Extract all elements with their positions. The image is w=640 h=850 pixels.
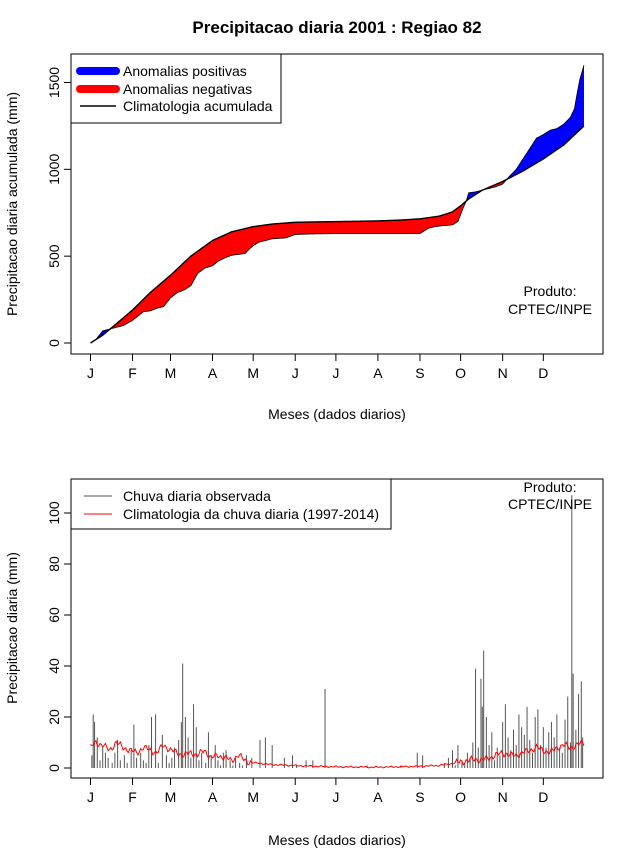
product-label-top: Produto:	[524, 283, 577, 299]
top-x-tick-label: S	[415, 365, 424, 381]
bottom-x-tick-label: D	[538, 789, 548, 805]
legend-top: Anomalias positivas Anomalias negativas …	[70, 53, 282, 124]
top-x-tick-label: J	[87, 365, 94, 381]
chart-title: Precipitacao diaria 2001 : Regiao 82	[192, 18, 481, 37]
bottom-x-tick-label: S	[415, 789, 424, 805]
bottom-x-tick-label: M	[247, 789, 259, 805]
y-axis-top: 0 500 1000 1500	[46, 67, 72, 347]
legend-bottom: Chuva diaria observada Climatologia da c…	[70, 478, 392, 530]
legend-label-positive: Anomalias positivas	[123, 63, 247, 79]
product-label-bottom: Produto:	[524, 479, 577, 495]
top-x-tick-label: A	[373, 365, 383, 381]
bottom-x-tick-label: J	[87, 789, 94, 805]
bottom-y-tick-label: 40	[46, 658, 62, 674]
bottom-x-tick-label: A	[373, 789, 383, 805]
bottom-y-tick-label: 20	[46, 709, 62, 725]
top-x-tick-label: O	[455, 365, 466, 381]
daily-climatology-line	[90, 739, 585, 769]
product-source-bottom: CPTEC/INPE	[508, 496, 592, 512]
y-axis-label-bottom: Precipitacao diaria (mm)	[4, 552, 20, 704]
product-source-top: CPTEC/INPE	[508, 301, 592, 317]
top-y-tick-label: 500	[46, 244, 62, 268]
legend-label-observed: Chuva diaria observada	[123, 488, 271, 504]
negative-anomaly-area	[109, 201, 467, 330]
climatology-accumulated-line	[90, 125, 585, 344]
y-axis-label-top: Precipitacao diaria acumulada (mm)	[4, 92, 20, 316]
top-x-tick-label: D	[538, 365, 548, 381]
daily-bars	[91, 495, 584, 768]
top-y-tick-label: 1000	[46, 154, 62, 185]
bottom-y-tick-label: 100	[46, 501, 62, 525]
top-y-tick-label: 0	[46, 339, 62, 347]
legend-label-clim-daily: Climatologia da chuva diaria (1997-2014)	[123, 506, 379, 522]
x-axis-label-top: Meses (dados diarios)	[268, 406, 406, 422]
bottom-x-tick-label: F	[128, 789, 137, 805]
positive-anomaly-area	[505, 65, 584, 181]
top-x-tick-label: J	[332, 365, 339, 381]
top-x-tick-label: N	[498, 365, 508, 381]
top-x-tick-label: A	[208, 365, 218, 381]
observed-accumulated-line	[90, 65, 585, 344]
legend-box-bottom	[70, 478, 392, 530]
daily-climatology	[90, 739, 585, 769]
bottom-y-tick-label: 0	[46, 764, 62, 772]
bottom-y-tick-label: 80	[46, 556, 62, 572]
top-x-tick-label: M	[247, 365, 259, 381]
cumulative-precip-panel: 0 500 1000 1500 J F M A M J J A S O N D Precipitacao d…	[4, 53, 604, 422]
bottom-y-tick-label: 60	[46, 607, 62, 623]
legend-label-negative: Anomalias negativas	[123, 81, 252, 97]
top-y-tick-label: 1500	[46, 67, 62, 98]
accumulation-lines	[90, 65, 585, 344]
bottom-x-tick-label: J	[292, 789, 299, 805]
bottom-x-tick-label: O	[455, 789, 466, 805]
bottom-x-tick-label: M	[165, 789, 177, 805]
bottom-x-tick-label: J	[332, 789, 339, 805]
legend-label-climatology: Climatologia acumulada	[123, 98, 273, 114]
top-x-tick-label: M	[165, 365, 177, 381]
bottom-x-tick-label: A	[208, 789, 218, 805]
x-axis-label-bottom: Meses (dados diarios)	[268, 832, 406, 848]
y-axis-bottom: 0 20 40 60 80 100	[46, 501, 72, 772]
daily-precip-panel: 0 20 40 60 80 100 J F M A M J J A S O N D Precipitacao d…	[4, 478, 604, 848]
top-x-tick-label: J	[292, 365, 299, 381]
top-x-tick-label: F	[128, 365, 137, 381]
bottom-x-tick-label: N	[498, 789, 508, 805]
